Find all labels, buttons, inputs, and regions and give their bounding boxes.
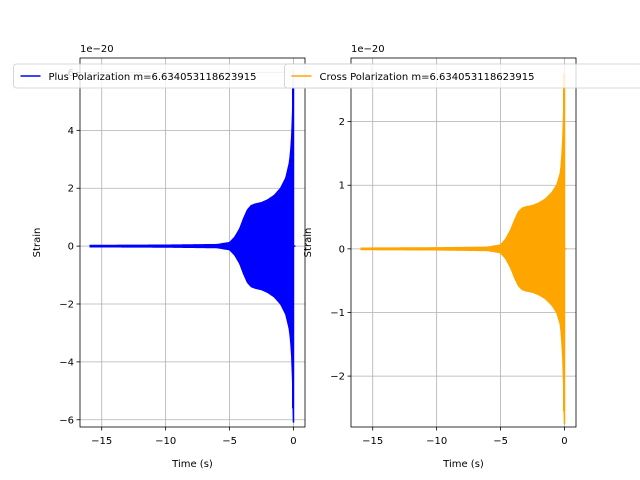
- axes-frame: [350, 57, 577, 428]
- y-tick-label: 0: [68, 242, 74, 253]
- legend-label: Cross Polarization m=6.634053118623915: [320, 72, 535, 83]
- x-tick-label: −15: [362, 436, 383, 447]
- legend-box: [284, 63, 640, 89]
- y-tick-label: −6: [59, 415, 74, 426]
- legend-2: Cross Polarization m=6.634053118623915: [284, 63, 640, 89]
- x-tick-label: −15: [91, 436, 112, 447]
- y-tick-label: −1: [330, 308, 345, 319]
- legend-label: Plus Polarization m=6.634053118623915: [49, 72, 257, 83]
- x-axis-label: Time (s): [442, 459, 484, 470]
- x-tick-label: −10: [426, 436, 447, 447]
- axes-frame: [79, 57, 306, 428]
- y-tick-label: 2: [68, 184, 74, 195]
- x-tick-label: −10: [155, 436, 176, 447]
- y-tick-label: −2: [330, 372, 345, 383]
- y-offset-text: 1e−20: [80, 44, 114, 55]
- x-tick-label: −5: [222, 436, 237, 447]
- y-tick-label: 0: [339, 244, 345, 255]
- y-axis-label: Strain: [303, 228, 314, 258]
- y-axis-label: Strain: [32, 228, 43, 258]
- y-offset-text: 1e−20: [351, 44, 385, 55]
- y-tick-label: −2: [59, 300, 74, 311]
- y-tick-label: −4: [59, 357, 74, 368]
- x-tick-label: 0: [561, 436, 567, 447]
- x-tick-label: −5: [493, 436, 508, 447]
- x-axis-label: Time (s): [171, 459, 213, 470]
- x-tick-label: 0: [290, 436, 296, 447]
- y-tick-label: 2: [339, 117, 345, 128]
- y-tick-label: 4: [68, 126, 74, 137]
- y-tick-label: 1: [339, 181, 345, 192]
